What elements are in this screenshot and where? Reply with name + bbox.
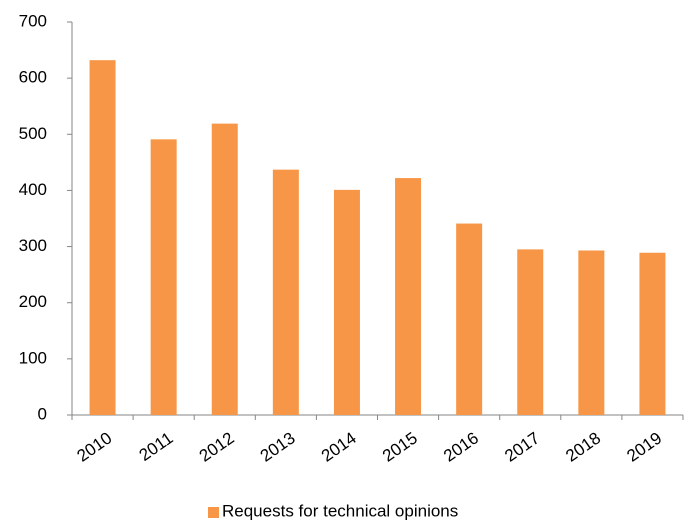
bar — [639, 252, 666, 415]
bar — [211, 123, 238, 416]
x-tick-label: 2013 — [257, 428, 299, 465]
y-tick-label: 500 — [19, 124, 47, 143]
bar — [272, 169, 299, 415]
y-tick-label: 200 — [19, 292, 47, 311]
y-tick-label: 400 — [19, 180, 47, 199]
y-tick-label: 100 — [19, 348, 47, 367]
bar — [578, 250, 605, 415]
bar — [395, 178, 422, 415]
x-tick-label: 2010 — [74, 428, 116, 465]
legend-swatch — [208, 507, 219, 518]
x-tick-label: 2012 — [196, 428, 238, 465]
x-tick-label: 2018 — [562, 428, 604, 465]
legend-label: Requests for technical opinions — [222, 501, 458, 520]
x-tick-label: 2015 — [379, 428, 421, 465]
x-tick-label: 2011 — [136, 428, 177, 465]
y-tick-label: 300 — [19, 236, 47, 255]
bar — [517, 249, 544, 415]
bar — [89, 60, 116, 415]
x-tick-label: 2019 — [623, 428, 665, 465]
x-tick-label: 2017 — [501, 428, 543, 465]
bar — [150, 139, 177, 416]
bar — [456, 223, 483, 415]
x-tick-label: 2014 — [318, 428, 360, 465]
y-tick-label: 0 — [38, 404, 47, 423]
y-tick-label: 700 — [19, 11, 47, 30]
bar — [333, 189, 360, 415]
y-tick-label: 600 — [19, 68, 47, 87]
x-tick-label: 2016 — [440, 428, 482, 465]
